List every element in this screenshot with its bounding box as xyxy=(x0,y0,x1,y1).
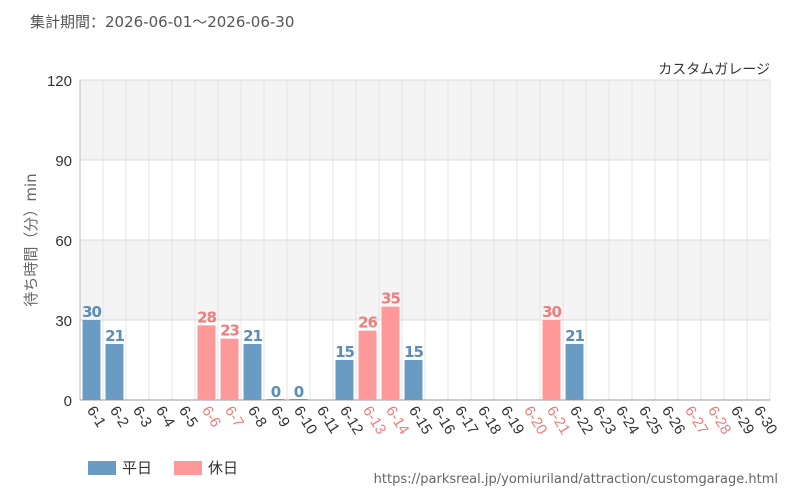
data-label: 35 xyxy=(381,290,400,308)
bar xyxy=(82,320,101,400)
x-tick-label: 6-21 xyxy=(543,403,573,437)
x-tick-label: 6-11 xyxy=(313,403,343,437)
x-tick-label: 6-24 xyxy=(612,403,642,437)
x-tick-label: 6-25 xyxy=(635,403,665,437)
data-label: 26 xyxy=(358,314,377,332)
bar xyxy=(358,330,377,400)
x-tick-label: 6-12 xyxy=(336,403,366,437)
y-tick-label: 60 xyxy=(55,233,72,250)
bar xyxy=(565,344,584,400)
x-tick-label: 6-3 xyxy=(129,403,155,430)
data-label: 30 xyxy=(82,303,101,321)
data-label: 0 xyxy=(294,383,304,401)
x-tick-label: 6-13 xyxy=(359,403,389,437)
y-tick-label: 30 xyxy=(55,313,72,330)
legend-label-weekday: 平日 xyxy=(122,459,153,477)
data-label: 21 xyxy=(243,327,262,345)
bar xyxy=(266,399,285,400)
x-tick-label: 6-22 xyxy=(566,403,596,437)
period-label: 集計期間： xyxy=(30,13,106,31)
bar xyxy=(289,399,308,400)
x-tick-label: 6-26 xyxy=(658,403,688,437)
data-label: 15 xyxy=(335,343,354,361)
y-tick-label: 120 xyxy=(47,73,72,90)
bar xyxy=(542,320,561,400)
chart-legend: 平日 休日 xyxy=(88,457,238,478)
x-tick-label: 6-30 xyxy=(750,403,780,437)
period-header: 集計期間：2026-06-01～2026-06-30 xyxy=(30,11,294,32)
x-tick-label: 6-23 xyxy=(589,403,619,437)
legend-item-weekday: 平日 xyxy=(88,457,152,478)
legend-swatch-weekday xyxy=(88,460,116,475)
bar xyxy=(243,344,262,400)
y-axis-label: 待ち時間（分）min xyxy=(22,173,40,306)
data-label: 21 xyxy=(105,327,124,345)
chart-title: カスタムガレージ xyxy=(658,62,770,78)
bar xyxy=(105,344,124,400)
data-label: 30 xyxy=(542,303,561,321)
x-tick-label: 6-17 xyxy=(451,403,481,437)
x-tick-label: 6-1 xyxy=(83,403,109,430)
x-tick-label: 6-9 xyxy=(267,403,293,430)
x-tick-label: 6-2 xyxy=(106,403,132,430)
source-url: https://parksreal.jp/yomiuriland/attract… xyxy=(373,472,778,487)
period-range: 2026-06-01～2026-06-30 xyxy=(105,13,295,31)
bar xyxy=(197,325,216,400)
legend-item-holiday: 休日 xyxy=(174,457,238,478)
x-tick-label: 6-18 xyxy=(474,403,504,437)
x-tick-label: 6-15 xyxy=(405,403,435,437)
bar xyxy=(220,338,239,400)
data-label: 23 xyxy=(220,322,239,340)
x-tick-label: 6-5 xyxy=(175,403,201,430)
x-tick-label: 6-10 xyxy=(290,403,320,437)
x-tick-label: 6-4 xyxy=(152,403,178,430)
x-tick-label: 6-29 xyxy=(727,403,757,437)
x-tick-label: 6-27 xyxy=(681,403,711,437)
x-tick-label: 6-16 xyxy=(428,403,458,437)
data-label: 21 xyxy=(565,327,584,345)
y-tick-label: 0 xyxy=(64,393,72,410)
bar xyxy=(381,306,400,400)
y-tick-label: 90 xyxy=(55,153,72,170)
x-tick-label: 6-8 xyxy=(244,403,270,430)
x-tick-label: 6-20 xyxy=(520,403,550,437)
x-tick-label: 6-6 xyxy=(198,403,224,430)
data-label: 15 xyxy=(404,343,423,361)
data-label: 28 xyxy=(197,308,216,326)
x-tick-label: 6-19 xyxy=(497,403,527,437)
legend-label-holiday: 休日 xyxy=(208,459,239,477)
bar xyxy=(335,360,354,400)
x-tick-label: 6-14 xyxy=(382,403,412,437)
legend-swatch-holiday xyxy=(174,460,203,475)
x-tick-label: 6-7 xyxy=(221,403,247,430)
x-tick-label: 6-28 xyxy=(704,403,734,437)
data-label: 0 xyxy=(271,383,281,401)
bar xyxy=(404,360,423,400)
